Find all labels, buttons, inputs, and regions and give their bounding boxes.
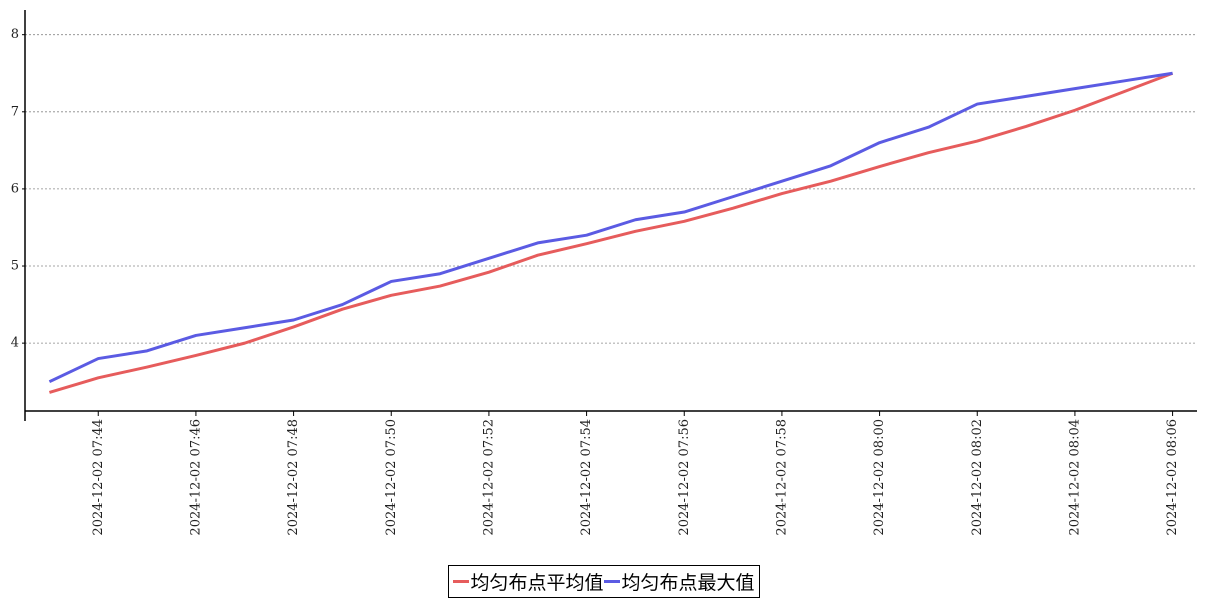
legend-swatch (603, 580, 620, 583)
series-line (48, 71, 1173, 384)
x-tick-label: 2024-12-02 08:00 (872, 419, 887, 536)
x-tick-label: 2024-12-02 07:46 (188, 419, 203, 536)
x-tick-label: 2024-12-02 08:06 (1165, 419, 1180, 536)
legend-item: 均匀布点最大值 (603, 568, 755, 595)
y-tick-label: 4 (11, 336, 19, 351)
x-tick-label: 2024-12-02 08:02 (970, 419, 985, 536)
series-line (48, 71, 1174, 394)
x-tick-label: 2024-12-02 07:50 (384, 419, 399, 536)
legend-label: 均匀布点平均值 (470, 572, 604, 594)
y-tick-label: 5 (11, 259, 19, 274)
x-tick-label: 2024-12-02 07:56 (677, 419, 692, 536)
x-tick-label: 2024-12-02 07:48 (286, 419, 301, 536)
legend-label: 均匀布点最大值 (621, 572, 755, 594)
y-tick-label: 7 (11, 104, 19, 119)
legend-swatch (452, 580, 469, 583)
x-tick-label: 2024-12-02 07:52 (481, 419, 496, 536)
legend: 均匀布点平均值 均匀布点最大值 (447, 565, 760, 598)
x-tick-label: 2024-12-02 08:04 (1067, 419, 1082, 536)
y-tick-label: 8 (11, 27, 19, 42)
legend-item: 均匀布点平均值 (452, 568, 604, 595)
x-tick-label: 2024-12-02 07:54 (579, 419, 594, 536)
x-tick-label: 2024-12-02 07:58 (774, 419, 789, 536)
y-tick-label: 6 (11, 181, 19, 196)
x-tick-label: 2024-12-02 07:44 (91, 419, 106, 536)
